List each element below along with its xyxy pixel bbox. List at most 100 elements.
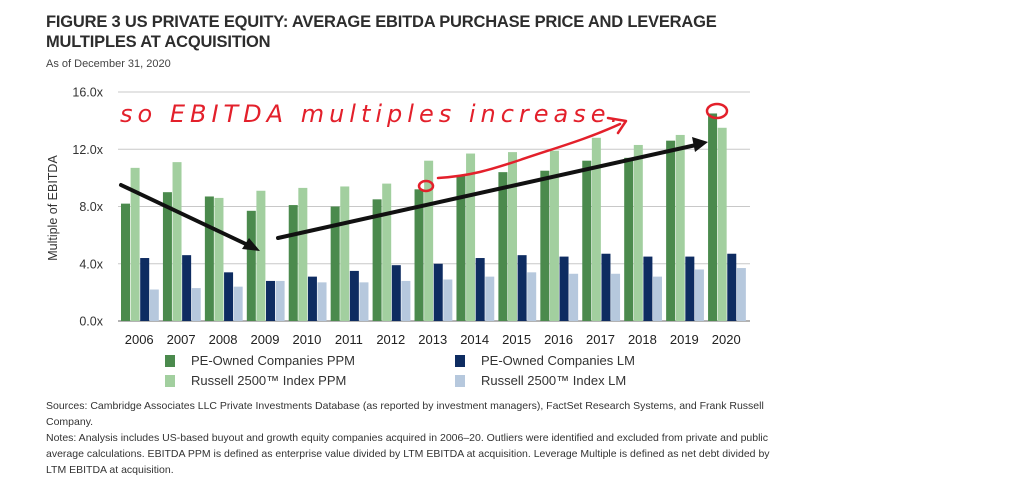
y-axis-ticks: 0.0x 4.0x 8.0x 12.0x 16.0x — [72, 86, 103, 329]
bar-pe-ppm-2008 — [204, 196, 214, 321]
legend-item-pe-lm: PE-Owned Companies LM — [455, 353, 635, 368]
bar-pe-lm-2010 — [307, 276, 317, 321]
bar-russell-lm-2012 — [401, 280, 411, 321]
bar-pe-lm-2008 — [224, 272, 234, 321]
bar-russell-ppm-2007 — [172, 162, 182, 321]
red-circle-2020 — [705, 102, 729, 120]
sources-note: Sources: Cambridge Associates LLC Privat… — [46, 400, 764, 428]
bar-pe-ppm-2013 — [414, 189, 424, 321]
chart-title-line-2: MULTIPLES AT ACQUISITION — [46, 33, 271, 51]
bar-pe-ppm-2017 — [582, 160, 592, 321]
handwritten-annotation: so EBITDA multiples increase. — [120, 100, 623, 128]
bar-pe-lm-2009 — [266, 280, 275, 321]
bar-pe-lm-2016 — [559, 256, 569, 321]
bar-russell-ppm-2019 — [675, 134, 685, 321]
bar-russell-lm-2009 — [275, 280, 285, 321]
notes: Notes: Analysis includes US-based buyout… — [46, 432, 770, 476]
legend-item-pe-ppm: PE-Owned Companies PPM — [165, 353, 355, 368]
bar-russell-lm-2014 — [485, 276, 495, 321]
bar-russell-ppm-2017 — [591, 137, 601, 321]
legend-item-russell-lm: Russell 2500™ Index LM — [455, 373, 626, 388]
y-tick-label: 16.0x — [72, 86, 103, 100]
x-tick-label: 2011 — [335, 332, 363, 347]
x-tick-label: 2006 — [125, 332, 154, 347]
x-tick-label: 2015 — [502, 332, 531, 347]
chart-title: FIGURE 3 US PRIVATE EQUITY: AVERAGE EBIT… — [46, 12, 746, 52]
x-tick-label: 2008 — [209, 332, 238, 347]
legend-label: PE-Owned Companies PPM — [191, 353, 356, 368]
y-tick-label: 0.0x — [79, 315, 103, 329]
bar-pe-ppm-2010 — [288, 205, 298, 321]
bar-pe-lm-2007 — [182, 255, 192, 321]
y-tick-label: 12.0x — [72, 143, 103, 157]
bar-russell-lm-2013 — [443, 279, 453, 321]
legend-label: Russell 2500™ Index LM — [481, 373, 627, 388]
bar-pe-lm-2015 — [517, 255, 527, 321]
bar-pe-ppm-2012 — [372, 199, 382, 321]
y-axis-label: Multiple of EBITDA — [46, 155, 60, 261]
bar-pe-ppm-2019 — [666, 140, 676, 321]
bar-pe-lm-2011 — [349, 270, 359, 321]
x-axis-ticks: 2006 2007 2008 2009 2010 2011 2012 2013 2014 2015… — [125, 332, 741, 347]
bar-russell-lm-2006 — [149, 289, 159, 321]
black-arrow-increase — [276, 137, 708, 240]
legend-label: Russell 2500™ Index PPM — [191, 373, 347, 388]
bar-russell-ppm-2012 — [382, 183, 392, 321]
legend-label: PE-Owned Companies LM — [481, 353, 635, 368]
legend-swatch — [455, 374, 465, 387]
bar-pe-lm-2012 — [391, 265, 401, 321]
x-tick-label: 2014 — [460, 332, 489, 347]
bar-pe-ppm-2016 — [540, 170, 550, 321]
bar-pe-ppm-2018 — [624, 157, 634, 321]
bar-pe-lm-2006 — [140, 258, 150, 321]
bar-russell-lm-2010 — [317, 282, 327, 321]
bar-russell-ppm-2010 — [298, 187, 308, 321]
bar-pe-ppm-2011 — [330, 206, 340, 321]
chart-subtitle: As of December 31, 2020 — [46, 58, 171, 70]
bars — [121, 113, 746, 321]
bar-pe-ppm-2006 — [121, 203, 130, 321]
bar-russell-ppm-2018 — [633, 144, 643, 321]
red-trend-arrow — [436, 116, 628, 180]
bar-russell-ppm-2014 — [466, 153, 476, 321]
y-tick-label: 4.0x — [79, 257, 103, 271]
bar-russell-lm-2020 — [736, 268, 746, 321]
x-tick-label: 2017 — [586, 332, 615, 347]
bar-pe-ppm-2015 — [498, 172, 508, 321]
bar-russell-lm-2017 — [611, 273, 621, 321]
bar-pe-ppm-2009 — [246, 210, 256, 321]
black-arrow-decline — [119, 183, 260, 251]
bar-pe-ppm-2020 — [708, 113, 718, 321]
bar-pe-lm-2019 — [685, 256, 695, 321]
y-tick-label: 8.0x — [79, 200, 103, 214]
bar-russell-lm-2011 — [359, 282, 369, 321]
bar-pe-lm-2013 — [433, 263, 443, 321]
bar-russell-lm-2007 — [191, 288, 201, 321]
x-tick-label: 2019 — [670, 332, 699, 347]
bar-pe-ppm-2014 — [456, 175, 466, 321]
x-tick-label: 2018 — [628, 332, 657, 347]
x-tick-label: 2009 — [251, 332, 280, 347]
bar-russell-ppm-2020 — [717, 127, 727, 321]
bar-pe-ppm-2007 — [162, 192, 172, 321]
legend-item-russell-ppm: Russell 2500™ Index PPM — [165, 373, 346, 388]
bar-russell-ppm-2015 — [508, 152, 517, 321]
bar-russell-ppm-2011 — [340, 186, 350, 321]
x-tick-label: 2012 — [376, 332, 405, 347]
chart-title-line-1: FIGURE 3 US PRIVATE EQUITY: AVERAGE EBIT… — [46, 13, 717, 31]
chart-footer: Sources: Cambridge Associates LLC Privat… — [46, 398, 786, 478]
red-circle-2013 — [417, 179, 435, 193]
legend-swatch — [165, 354, 175, 367]
bar-russell-ppm-2008 — [214, 197, 224, 321]
bar-pe-lm-2017 — [601, 253, 611, 321]
legend-swatch — [165, 374, 175, 387]
bar-russell-ppm-2016 — [549, 150, 559, 321]
bar-russell-lm-2019 — [694, 269, 704, 321]
bar-pe-lm-2018 — [643, 256, 653, 321]
bar-russell-lm-2015 — [527, 272, 537, 321]
x-tick-label: 2010 — [292, 332, 321, 347]
bar-russell-lm-2008 — [233, 286, 243, 321]
bar-pe-lm-2014 — [475, 258, 485, 321]
bar-russell-lm-2018 — [653, 276, 662, 321]
